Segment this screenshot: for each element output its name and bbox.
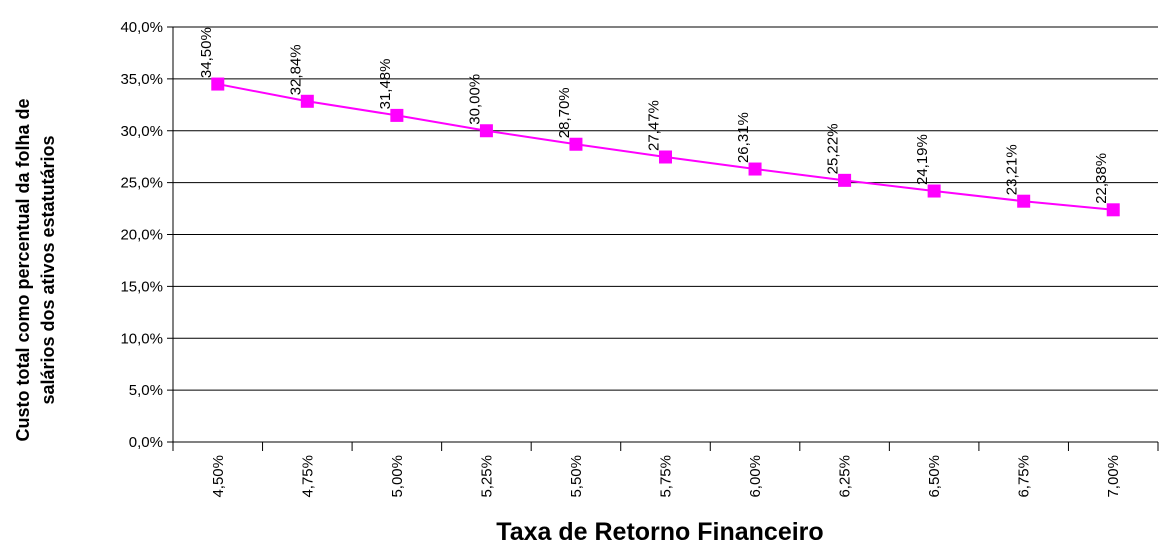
x-tick-label: 6,00% — [747, 455, 764, 498]
marker — [748, 162, 762, 176]
x-tick-label: 6,25% — [837, 455, 854, 498]
y-tick-label: 40,0% — [120, 19, 163, 36]
marker — [927, 184, 941, 198]
y-tick-label: 15,0% — [120, 278, 163, 295]
marker — [569, 137, 583, 151]
data-label: 34,50% — [198, 27, 215, 78]
x-tick-label: 6,50% — [926, 455, 943, 498]
marker — [479, 124, 493, 138]
x-tick-label: 5,50% — [568, 455, 585, 498]
data-label: 27,47% — [646, 100, 663, 151]
data-label: 25,22% — [825, 123, 842, 174]
data-label: 30,00% — [466, 74, 483, 125]
x-tick-label: 5,25% — [478, 455, 495, 498]
marker — [659, 150, 672, 164]
marker — [838, 173, 852, 187]
data-label: 28,70% — [556, 87, 573, 138]
marker — [1017, 194, 1031, 208]
marker — [211, 77, 225, 91]
line — [217, 83, 1114, 211]
x-tick-label: 4,50% — [210, 455, 227, 498]
y-tick-label: 25,0% — [120, 175, 163, 192]
data-label: 24,19% — [914, 134, 931, 185]
y-tick-label: 30,0% — [120, 123, 163, 140]
x-tick-label: 7,00% — [1105, 455, 1122, 498]
marker — [300, 94, 314, 108]
x-axis-title: Taxa de Retorno Financeiro — [496, 518, 823, 546]
x-tick-label: 6,75% — [1016, 455, 1033, 498]
marker — [1106, 203, 1120, 217]
data-label: 22,38% — [1093, 153, 1110, 204]
y-tick-label: 35,0% — [120, 71, 163, 88]
y-axis-title: Custo total como percentual da folha de — [13, 98, 33, 441]
marker — [390, 108, 404, 122]
x-tick-label: 5,00% — [389, 455, 406, 498]
data-label: 23,21% — [1004, 144, 1021, 195]
y-tick-label: 10,0% — [120, 330, 163, 347]
x-tick-label: 4,75% — [299, 455, 316, 498]
y-tick-label: 20,0% — [120, 227, 163, 244]
y-axis-title: salários dos ativos estatutários — [38, 135, 58, 404]
data-label: 26,31% — [735, 112, 752, 163]
data-label: 32,84% — [287, 44, 304, 95]
y-tick-label: 0,0% — [129, 434, 163, 451]
y-tick-label: 5,0% — [129, 382, 163, 399]
data-label: 31,48% — [377, 59, 394, 110]
x-tick-label: 5,75% — [658, 455, 675, 498]
